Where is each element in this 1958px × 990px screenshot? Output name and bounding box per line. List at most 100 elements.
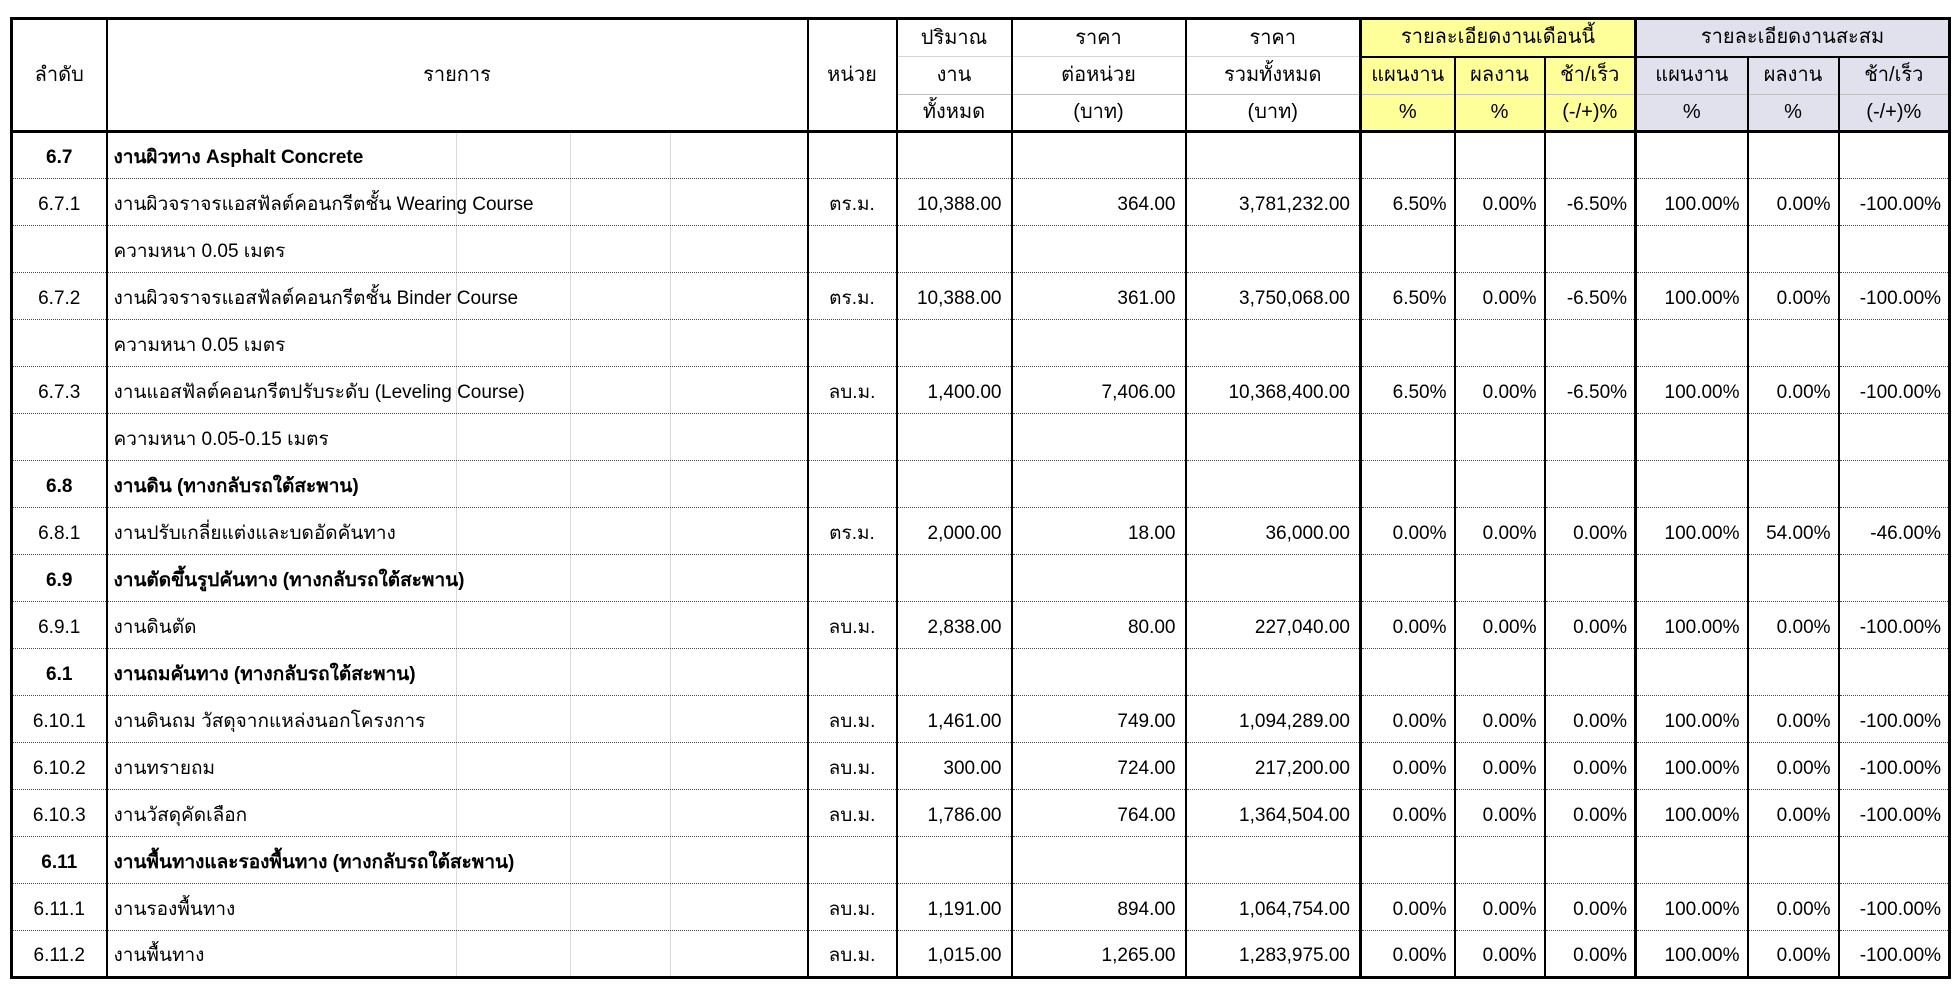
cell-m_plan xyxy=(1359,554,1455,602)
cell-unit: ลบ.ม. xyxy=(806,883,897,931)
cell-no: 6.8 xyxy=(10,460,107,508)
cell-no: 6.7.3 xyxy=(10,366,107,414)
cell-m_plan xyxy=(1359,131,1455,179)
cell-c_actual xyxy=(1746,131,1839,179)
item-row: 6.10.1 งานดินถม วัสดุจากแหล่งนอกโครงการ ลบ… xyxy=(10,695,1950,743)
cell-m_plan: 6.50% xyxy=(1359,272,1455,320)
cell-unit_price: 764.00 xyxy=(1010,789,1186,837)
cell-m_diff: 0.00% xyxy=(1543,742,1636,790)
cell-no: 6.8.1 xyxy=(10,507,107,555)
cell-c_plan: 100.00% xyxy=(1634,272,1748,320)
cell-m_plan xyxy=(1359,225,1455,273)
cell-m_actual: 0.00% xyxy=(1453,742,1545,790)
cell-c_actual xyxy=(1746,460,1839,508)
cell-qty xyxy=(895,131,1012,179)
cell-unit: ลบ.ม. xyxy=(806,742,897,790)
cell-no xyxy=(10,225,107,273)
cell-item: งานผิวทาง Asphalt Concrete xyxy=(105,131,808,179)
header-month-actual-pct: % xyxy=(1453,94,1545,132)
cell-c_plan xyxy=(1634,836,1748,884)
cell-c_actual: 54.00% xyxy=(1746,507,1839,555)
cell-c_actual xyxy=(1746,413,1839,461)
cell-m_plan: 0.00% xyxy=(1359,789,1455,837)
header-total-price-line1: ราคา xyxy=(1184,18,1361,57)
cell-c_actual: 0.00% xyxy=(1746,789,1839,837)
cell-qty: 2,838.00 xyxy=(895,601,1012,649)
cell-no: 6.9.1 xyxy=(10,601,107,649)
cell-m_actual xyxy=(1453,460,1545,508)
section-row: 6.1 งานถมคันทาง (ทางกลับรถใต้สะพาน) xyxy=(10,648,1950,696)
cell-m_diff xyxy=(1543,648,1636,696)
cell-m_plan xyxy=(1359,836,1455,884)
header-unit: หน่วย xyxy=(806,18,897,132)
cell-m_actual xyxy=(1453,554,1545,602)
cell-c_plan xyxy=(1634,131,1748,179)
header-month-diff-pct: (-/+)% xyxy=(1543,94,1636,132)
header-cum-diff-pct: (-/+)% xyxy=(1837,94,1950,132)
cell-m_actual: 0.00% xyxy=(1453,178,1545,226)
header-month-plan: แผนงาน xyxy=(1359,56,1455,95)
cell-unit_price xyxy=(1010,413,1186,461)
cell-c_actual xyxy=(1746,554,1839,602)
cell-c_plan: 100.00% xyxy=(1634,178,1748,226)
item-row: 6.10.3 งานวัสดุคัดเลือก ลบ.ม. 1,786.00 764.0… xyxy=(10,789,1950,837)
header-group-cumulative: รายละเอียดงานสะสม xyxy=(1634,18,1950,58)
cell-no xyxy=(10,413,107,461)
cell-c_plan: 100.00% xyxy=(1634,601,1748,649)
cell-c_actual: 0.00% xyxy=(1746,178,1839,226)
cell-item: ความหนา 0.05-0.15 เมตร xyxy=(105,413,808,461)
cell-qty: 10,388.00 xyxy=(895,178,1012,226)
cell-m_actual xyxy=(1453,225,1545,273)
cell-total_price: 227,040.00 xyxy=(1184,601,1361,649)
cell-unit xyxy=(806,554,897,602)
cell-qty: 1,461.00 xyxy=(895,695,1012,743)
cell-m_plan xyxy=(1359,413,1455,461)
cell-item: งานพื้นทาง xyxy=(105,930,808,978)
section-row: 6.11 งานพื้นทางและรองพื้นทาง (ทางกลับรถใต… xyxy=(10,836,1950,884)
cell-unit: ลบ.ม. xyxy=(806,695,897,743)
cell-unit xyxy=(806,319,897,367)
cell-no: 6.11.2 xyxy=(10,930,107,978)
cell-c_plan: 100.00% xyxy=(1634,366,1748,414)
header-month-actual: ผลงาน xyxy=(1453,56,1545,95)
cell-unit xyxy=(806,836,897,884)
cell-unit_price xyxy=(1010,554,1186,602)
cell-no: 6.11 xyxy=(10,836,107,884)
cell-m_actual: 0.00% xyxy=(1453,366,1545,414)
cell-c_diff xyxy=(1837,836,1950,884)
cell-c_diff: -100.00% xyxy=(1837,742,1950,790)
header-cum-actual: ผลงาน xyxy=(1746,56,1839,95)
cell-c_diff xyxy=(1837,648,1950,696)
cell-unit_price: 894.00 xyxy=(1010,883,1186,931)
cell-unit_price: 749.00 xyxy=(1010,695,1186,743)
cell-c_actual xyxy=(1746,836,1839,884)
header-unit-price-line2: ต่อหน่วย xyxy=(1010,56,1186,95)
cell-unit xyxy=(806,413,897,461)
cell-c_diff: -100.00% xyxy=(1837,272,1950,320)
cell-qty: 300.00 xyxy=(895,742,1012,790)
cell-total_price xyxy=(1184,131,1361,179)
cell-qty xyxy=(895,460,1012,508)
cell-qty: 1,400.00 xyxy=(895,366,1012,414)
cell-unit_price: 7,406.00 xyxy=(1010,366,1186,414)
cell-unit_price xyxy=(1010,225,1186,273)
cell-unit xyxy=(806,225,897,273)
item-row: 6.10.2 งานทรายถม ลบ.ม. 300.00 724.00 217,200.… xyxy=(10,742,1950,790)
cell-c_diff: -100.00% xyxy=(1837,366,1950,414)
cell-no: 6.1 xyxy=(10,648,107,696)
cell-item: งานถมคันทาง (ทางกลับรถใต้สะพาน) xyxy=(105,648,808,696)
cell-no: 6.9 xyxy=(10,554,107,602)
cell-m_plan: 0.00% xyxy=(1359,507,1455,555)
cell-m_plan: 0.00% xyxy=(1359,930,1455,978)
cell-c_plan: 100.00% xyxy=(1634,930,1748,978)
cell-c_diff: -100.00% xyxy=(1837,789,1950,837)
cell-m_diff xyxy=(1543,836,1636,884)
cell-c_diff xyxy=(1837,131,1950,179)
cell-c_plan xyxy=(1634,460,1748,508)
cell-c_plan: 100.00% xyxy=(1634,742,1748,790)
cell-total_price xyxy=(1184,225,1361,273)
header-qty-line3: ทั้งหมด xyxy=(895,94,1012,132)
cell-m_plan: 0.00% xyxy=(1359,695,1455,743)
cell-qty: 1,015.00 xyxy=(895,930,1012,978)
header-total-price-line2: รวมทั้งหมด xyxy=(1184,56,1361,95)
